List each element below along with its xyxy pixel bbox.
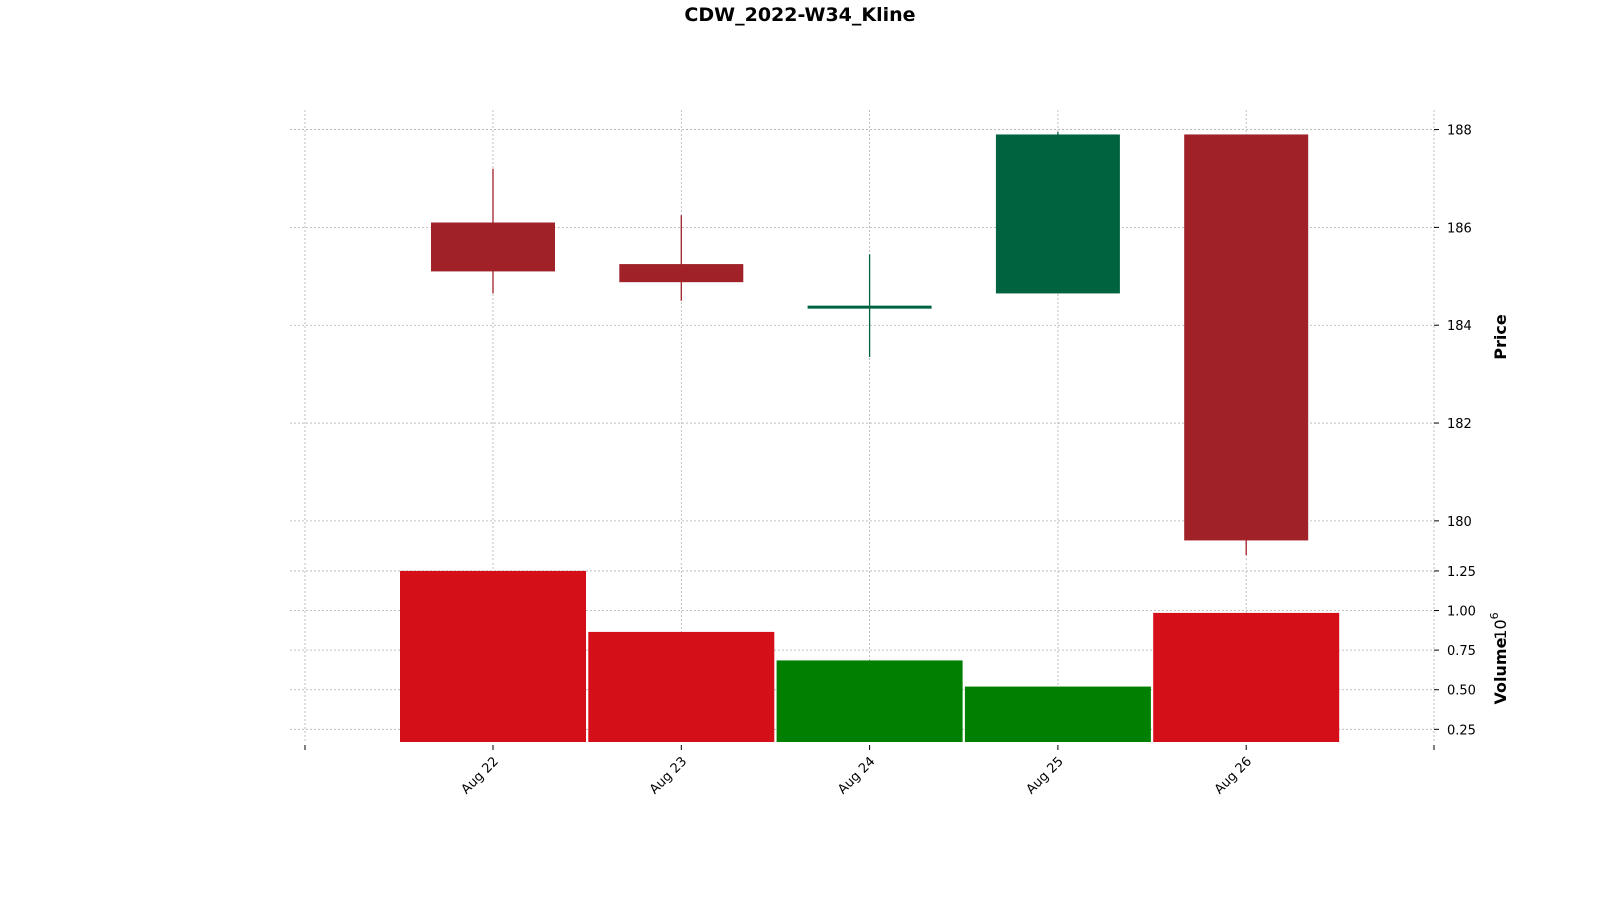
candle-body [1184, 134, 1309, 541]
x-tick-label: Aug 24 [835, 754, 878, 797]
chart-title: CDW_2022-W34_Kline [684, 4, 916, 26]
price-ticks: 180 182 184 186 188 [1434, 124, 1472, 530]
x-tick-label: Aug 23 [647, 754, 690, 797]
volume-bar [400, 570, 586, 742]
candles [431, 132, 1309, 556]
volume-bar [1153, 612, 1340, 742]
price-tick-label: 188 [1447, 124, 1472, 139]
volume-tick-label: 0.25 [1447, 723, 1476, 738]
volume-multiplier-base: 10 [1491, 619, 1510, 639]
x-ticks: Aug 22 Aug 23 Aug 24 Aug 25 Aug 26 [304, 745, 1435, 797]
candle-body [807, 305, 932, 309]
candle-body [431, 222, 555, 272]
volume-ticks: 0.25 0.50 0.75 1.00 1.25 [1434, 565, 1476, 738]
price-tick-label: 186 [1447, 221, 1472, 236]
volume-tick-label: 0.75 [1447, 644, 1476, 659]
price-tick-label: 182 [1447, 417, 1472, 432]
price-tick-label: 180 [1447, 515, 1472, 530]
volume-tick-label: 1.25 [1447, 565, 1476, 580]
candle-body [995, 134, 1120, 294]
volume-bars [400, 570, 1340, 742]
x-tick-label: Aug 22 [459, 754, 502, 797]
x-tick-label: Aug 26 [1212, 754, 1255, 797]
volume-multiplier: 106 [1488, 612, 1510, 639]
volume-multiplier-exponent: 6 [1488, 612, 1501, 619]
price-axis-label: Price [1491, 314, 1510, 360]
volume-tick-label: 0.50 [1447, 684, 1476, 699]
volume-bar [964, 686, 1151, 742]
volume-axis-label: Volume [1491, 637, 1510, 704]
price-tick-label: 184 [1447, 319, 1472, 334]
volume-bar [588, 631, 775, 742]
candle-body [619, 264, 744, 283]
volume-bar [776, 660, 963, 742]
x-tick-label: Aug 25 [1024, 754, 1067, 797]
svg-text:106: 106 [1488, 612, 1510, 639]
volume-tick-label: 1.00 [1447, 605, 1476, 620]
